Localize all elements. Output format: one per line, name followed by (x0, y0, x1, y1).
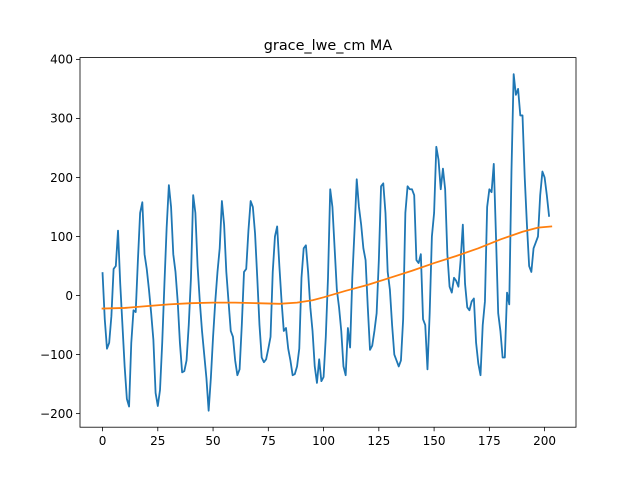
series-line-1 (101, 73, 551, 412)
x-tick-label: 50 (205, 434, 220, 448)
x-axis: 0 25 50 75 100 125 150 175 200 (99, 427, 556, 448)
plot-area (101, 73, 553, 412)
x-tick-label: 175 (478, 434, 501, 448)
chart-title: grace_lwe_cm MA (264, 38, 393, 54)
y-tick-label: −200 (40, 407, 73, 421)
x-tick-label: 0 (99, 434, 107, 448)
x-tick-label: 100 (312, 434, 335, 448)
x-tick-label: 200 (533, 434, 556, 448)
y-tick-label: 100 (50, 230, 73, 244)
y-tick-label: 0 (65, 289, 73, 303)
x-tick-label: 75 (261, 434, 276, 448)
axes-frame (79, 57, 577, 428)
x-tick-label: 150 (423, 434, 446, 448)
y-tick-label: 300 (50, 112, 73, 126)
series-line-2 (101, 225, 553, 310)
x-tick-label: 125 (367, 434, 390, 448)
y-tick-label: −100 (40, 348, 73, 362)
y-tick-label: 200 (50, 171, 73, 185)
y-axis: −200 −100 0 100 200 300 400 (40, 53, 80, 421)
x-tick-label: 25 (150, 434, 165, 448)
y-tick-label: 400 (50, 53, 73, 67)
